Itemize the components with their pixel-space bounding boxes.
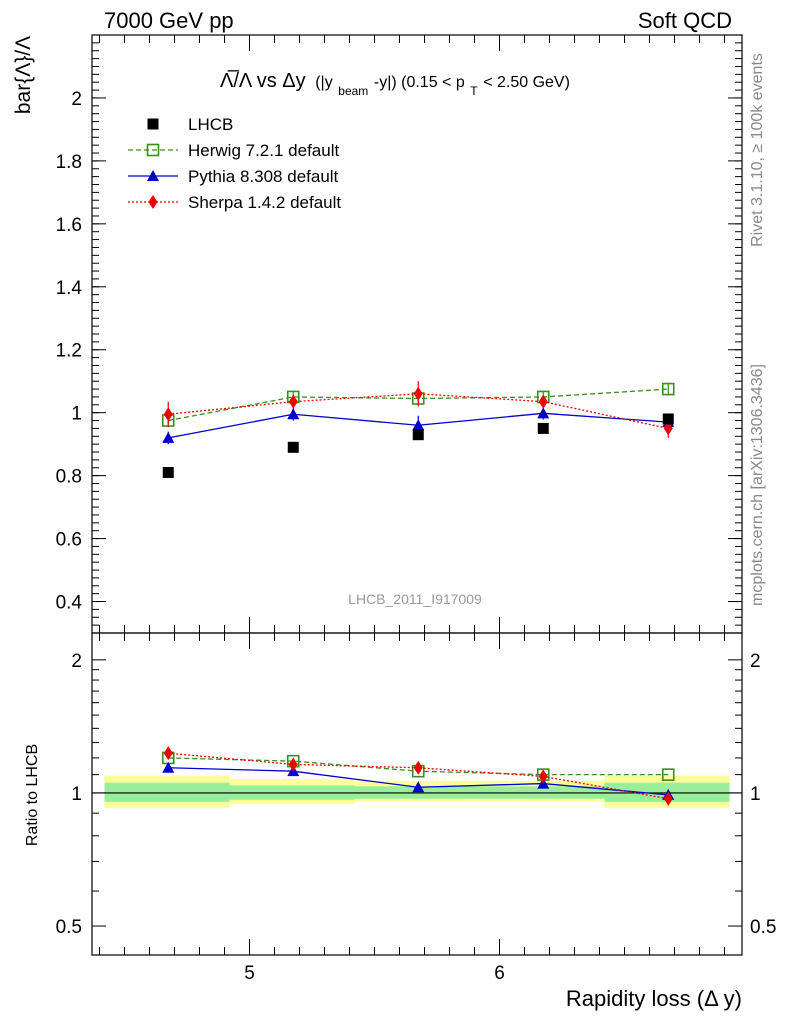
data-point — [162, 431, 175, 443]
main-ytick-label: 0.4 — [56, 593, 83, 614]
legend-label: Sherpa 1.4.2 default — [188, 193, 341, 212]
analysis-watermark: LHCB_2011_I917009 — [348, 591, 482, 607]
data-point — [413, 386, 423, 401]
legend-marker — [148, 195, 158, 209]
ratio-point — [538, 769, 548, 784]
ratio-series-sherpa — [163, 746, 673, 806]
main-ytick-label: 1.6 — [56, 215, 82, 236]
legend-entry: LHCB — [147, 115, 233, 134]
header-left: 7000 GeV pp — [104, 8, 234, 33]
main-ylabel: bar{Λ}/Λ — [12, 36, 35, 114]
legend-marker — [147, 170, 159, 181]
data-point — [661, 382, 675, 396]
chart-title: Λ̅/Λ vs Δy (|y beam -y|) (0.15 < p T < 2… — [220, 69, 570, 100]
side-label-rivet: Rivet 3.1.10, ≥ 100k events — [749, 53, 766, 247]
main-ytick-label: 1.4 — [56, 278, 83, 299]
ratio-point — [661, 768, 675, 781]
data-point — [537, 422, 549, 434]
ratio-band-inner — [104, 782, 230, 802]
main-ytick-label: 1 — [71, 404, 82, 425]
data-point — [287, 441, 299, 453]
ratio-point — [412, 781, 425, 793]
ratio-ytick-label-right: 0.5 — [750, 917, 776, 938]
legend-entry: Pythia 8.308 default — [128, 167, 339, 186]
xtick-label: 5 — [244, 963, 255, 984]
main-ticks: 0.4 0.6 0.8 1 1.2 1.4 1.6 1.8 2 — [56, 34, 742, 633]
chart-title-sub1: beam — [338, 84, 368, 98]
chart-title-sub2: T — [470, 84, 478, 98]
main-ytick-label: 2 — [71, 89, 82, 110]
ratio-ytick-label: 2 — [71, 651, 82, 672]
chart-title-detail2: -y|) (0.15 < p — [374, 74, 465, 91]
data-point — [287, 408, 300, 420]
ratio-ytick-label-right: 2 — [750, 651, 761, 672]
legend-marker — [146, 143, 160, 157]
ratio-ytick-label: 0.5 — [56, 917, 82, 938]
ratio-point — [413, 760, 423, 775]
legend: LHCB Herwig 7.2.1 default Pythia 8.308 def… — [128, 115, 341, 212]
legend-label: Herwig 7.2.1 default — [188, 141, 339, 160]
side-label-mcplots: mcplots.cern.ch [arXiv:1306.3436] — [749, 364, 766, 606]
main-ytick-label: 0.6 — [56, 530, 82, 551]
main-ytick-label: 1.2 — [56, 341, 82, 362]
ratio-ytick-label-right: 1 — [750, 784, 761, 805]
xtick-label: 6 — [494, 963, 505, 984]
data-point — [412, 429, 424, 441]
data-point — [538, 394, 548, 409]
legend-label: LHCB — [188, 115, 233, 134]
chart-title-detail3: < 2.50 GeV) — [483, 74, 570, 91]
header-right: Soft QCD — [638, 8, 732, 33]
data-point — [162, 466, 174, 478]
ratio-ytick-label: 1 — [71, 784, 82, 805]
data-point — [537, 407, 550, 419]
data-point — [288, 394, 298, 409]
legend-label: Pythia 8.308 default — [188, 167, 339, 186]
data-point — [662, 413, 674, 425]
main-series — [161, 381, 675, 478]
data-point — [663, 421, 673, 436]
ratio-point — [288, 757, 298, 772]
ratio-ylabel: Ratio to LHCB — [24, 744, 41, 846]
chart-title-main: Λ̅/Λ vs Δy — [220, 69, 306, 92]
legend-entry: Sherpa 1.4.2 default — [128, 193, 341, 212]
chart-title-detail: (|y — [315, 74, 332, 91]
ratio-point — [162, 761, 175, 773]
xlabel: Rapidity loss (Δ y) — [566, 986, 742, 1011]
data-point — [163, 407, 173, 422]
main-ytick-label: 0.8 — [56, 467, 82, 488]
main-ytick-label: 1.8 — [56, 152, 82, 173]
ratio-series — [161, 746, 675, 806]
ratio-panel-frame — [91, 632, 743, 956]
ratio-point — [663, 791, 673, 806]
legend-marker — [147, 118, 159, 130]
series-lhcb — [162, 413, 674, 478]
legend-entry: Herwig 7.2.1 default — [128, 141, 339, 160]
ratio-ticks: 0.5 0.5 1 1 2 2 5 6 — [56, 633, 776, 984]
ratio-point — [163, 746, 173, 761]
data-point — [412, 419, 425, 431]
